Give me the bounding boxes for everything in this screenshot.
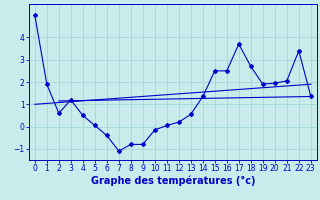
X-axis label: Graphe des températures (°c): Graphe des températures (°c) [91,176,255,186]
